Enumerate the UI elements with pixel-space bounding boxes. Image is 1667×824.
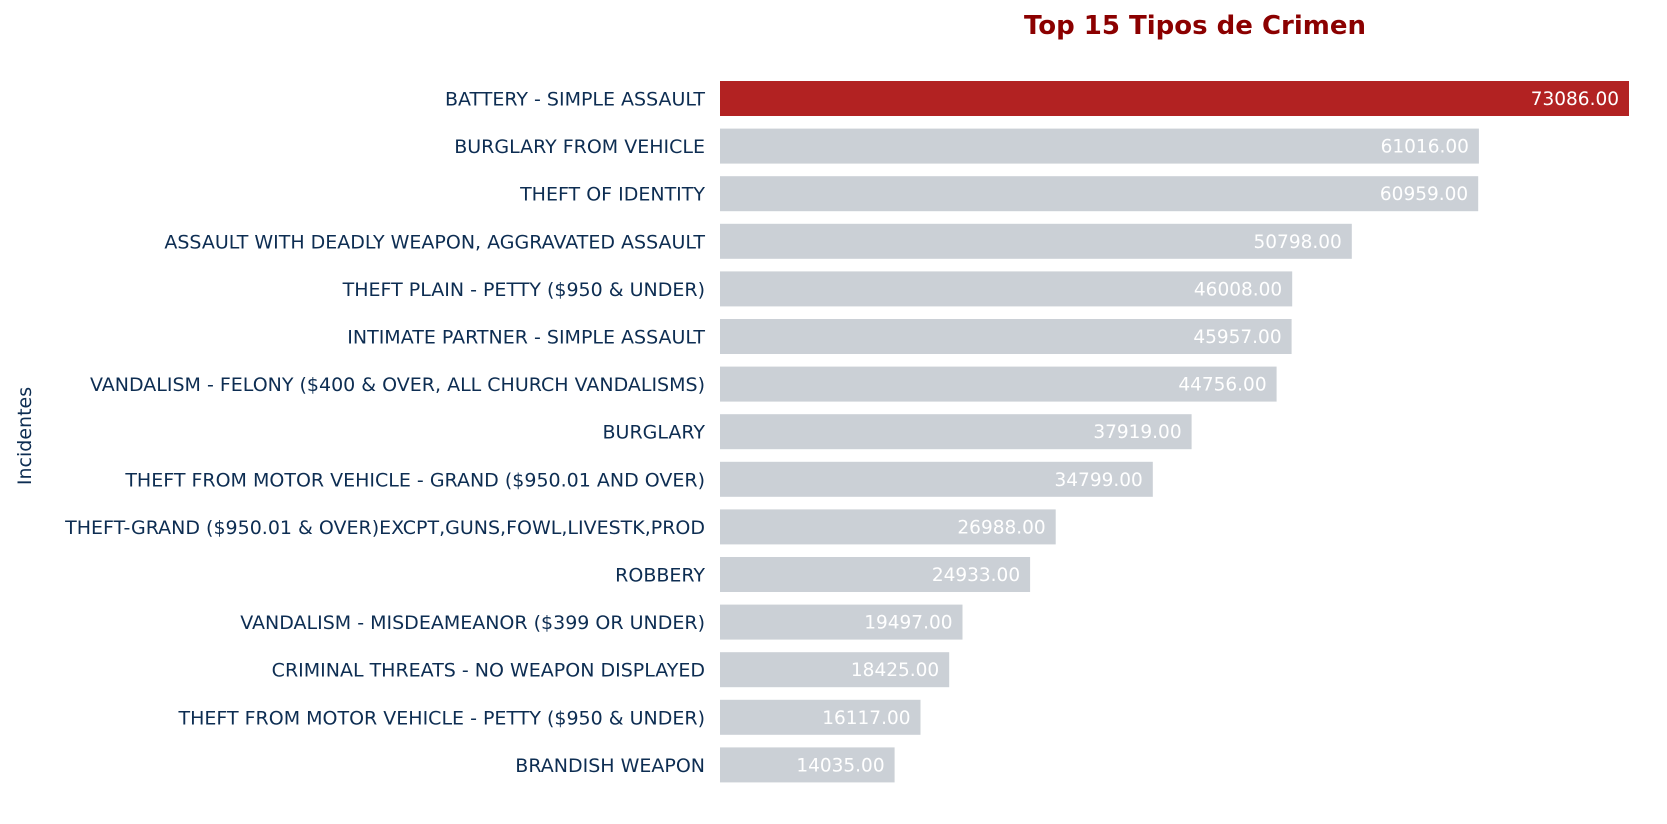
bar-9 (720, 461, 1153, 497)
value-label-6: 45957.00 (1193, 327, 1281, 348)
y-axis-label: Incidentes (14, 387, 36, 485)
category-label-9: THEFT FROM MOTOR VEHICLE - GRAND ($950.0… (124, 469, 705, 491)
value-label-14: 16117.00 (822, 708, 910, 729)
value-label-2: 61016.00 (1381, 137, 1469, 158)
category-label-7: VANDALISM - FELONY ($400 & OVER, ALL CHU… (90, 374, 705, 396)
bar-12 (720, 604, 963, 640)
value-label-10: 26988.00 (957, 517, 1045, 538)
category-label-4: ASSAULT WITH DEADLY WEAPON, AGGRAVATED A… (164, 231, 705, 253)
value-label-13: 18425.00 (851, 660, 939, 681)
bar-4 (720, 223, 1352, 259)
bar-1 (720, 81, 1629, 116)
bar-7 (720, 366, 1277, 402)
value-label-7: 44756.00 (1178, 375, 1266, 396)
category-label-15: BRANDISH WEAPON (515, 755, 705, 777)
value-label-1: 73086.00 (1531, 89, 1619, 110)
category-label-1: BATTERY - SIMPLE ASSAULT (445, 89, 705, 111)
category-label-12: VANDALISM - MISDEAMEANOR ($399 OR UNDER) (240, 612, 705, 634)
value-label-5: 46008.00 (1194, 279, 1282, 300)
bar-2 (720, 128, 1479, 164)
bars-group: BATTERY - SIMPLE ASSAULT 73086.00 BURGLARY… (64, 81, 1629, 783)
bar-3 (720, 176, 1479, 212)
bar-10 (720, 509, 1056, 545)
bar-6 (720, 319, 1292, 354)
value-label-11: 24933.00 (932, 565, 1020, 586)
chart-title: Top 15 Tipos de Crimen (1024, 11, 1366, 41)
bar-11 (720, 557, 1031, 592)
bar-13 (720, 652, 950, 688)
category-label-8: BURGLARY (603, 422, 706, 444)
value-label-15: 14035.00 (796, 755, 884, 776)
category-label-5: THEFT PLAIN - PETTY ($950 & UNDER) (342, 279, 705, 301)
category-label-6: INTIMATE PARTNER - SIMPLE ASSAULT (347, 327, 705, 349)
category-label-2: BURGLARY FROM VEHICLE (454, 136, 705, 158)
bar-14 (720, 699, 921, 735)
value-label-3: 60959.00 (1380, 184, 1468, 205)
value-label-4: 50798.00 (1254, 232, 1342, 253)
category-label-10: THEFT-GRAND ($950.01 & OVER)EXCPT,GUNS,F… (64, 517, 705, 539)
bar-15 (720, 747, 895, 783)
value-label-9: 34799.00 (1055, 470, 1143, 491)
value-label-8: 37919.00 (1093, 422, 1181, 443)
bar-8 (720, 414, 1192, 450)
value-label-12: 19497.00 (864, 613, 952, 634)
category-label-3: THEFT OF IDENTITY (519, 184, 705, 206)
category-label-13: CRIMINAL THREATS - NO WEAPON DISPLAYED (272, 660, 705, 682)
category-label-14: THEFT FROM MOTOR VEHICLE - PETTY ($950 &… (177, 707, 705, 729)
category-label-11: ROBBERY (615, 565, 705, 587)
bar-5 (720, 271, 1293, 307)
